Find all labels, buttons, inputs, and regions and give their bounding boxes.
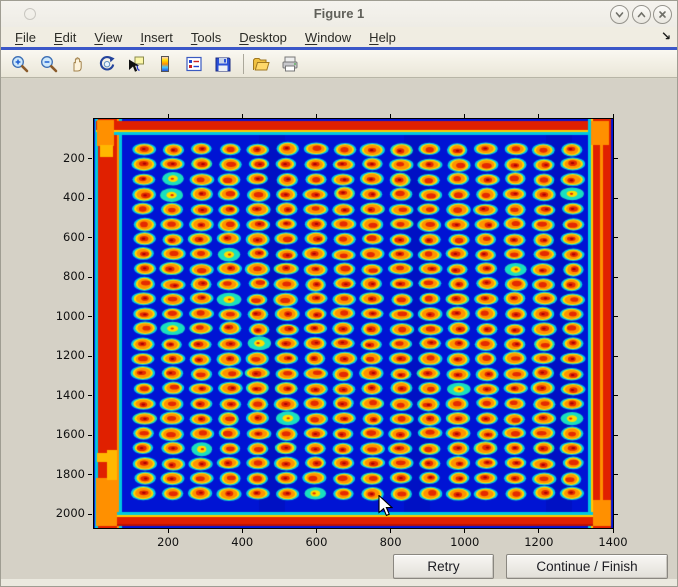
zoom-in-icon[interactable] bbox=[9, 53, 31, 75]
close-icon bbox=[657, 9, 668, 20]
print-icon[interactable] bbox=[279, 53, 301, 75]
axis-tick bbox=[614, 237, 618, 238]
toolbar-separator bbox=[243, 54, 244, 74]
pan-icon[interactable] bbox=[67, 53, 89, 75]
axis-tick bbox=[242, 114, 243, 118]
axis-tick bbox=[88, 277, 92, 278]
dock-figure-icon[interactable]: ↘ bbox=[661, 29, 671, 43]
axis-tick bbox=[316, 114, 317, 118]
close-button[interactable] bbox=[653, 5, 672, 24]
save-icon[interactable] bbox=[212, 53, 234, 75]
axis-tick-label: 1800 bbox=[41, 467, 85, 481]
axis-tick-label: 400 bbox=[224, 535, 260, 549]
axis-tick bbox=[614, 395, 618, 396]
axis-tick bbox=[88, 158, 92, 159]
axis-tick bbox=[614, 277, 618, 278]
window-bottom-edge bbox=[1, 579, 677, 586]
title-bar[interactable]: Figure 1 bbox=[1, 1, 677, 28]
figure-window: Figure 1 File Edit View Insert Tools Des… bbox=[0, 0, 678, 587]
axis-tick bbox=[88, 356, 92, 357]
shade-button[interactable] bbox=[610, 5, 629, 24]
axis-tick bbox=[316, 529, 317, 533]
open-icon[interactable] bbox=[250, 53, 272, 75]
axis-tick bbox=[613, 529, 614, 533]
axis-tick-label: 200 bbox=[150, 535, 186, 549]
axis-tick bbox=[168, 114, 169, 118]
axis-tick-label: 400 bbox=[41, 190, 85, 204]
axis-tick-label: 1200 bbox=[41, 348, 85, 362]
axis-tick bbox=[88, 395, 92, 396]
chevron-down-icon bbox=[614, 9, 625, 20]
axis-tick-label: 200 bbox=[41, 151, 85, 165]
rotate-3d-icon[interactable] bbox=[96, 53, 118, 75]
chevron-up-icon bbox=[636, 9, 647, 20]
axis-tick bbox=[614, 198, 618, 199]
axis-tick bbox=[464, 114, 465, 118]
menu-edit[interactable]: Edit bbox=[45, 29, 85, 46]
axis-tick bbox=[464, 529, 465, 533]
axis-tick bbox=[88, 435, 92, 436]
axis-tick bbox=[614, 514, 618, 515]
axis-tick bbox=[614, 435, 618, 436]
toolbar bbox=[1, 50, 677, 77]
menu-insert[interactable]: Insert bbox=[131, 29, 182, 46]
menu-help[interactable]: Help bbox=[360, 29, 405, 46]
axis-tick bbox=[168, 529, 169, 533]
axis-tick bbox=[88, 474, 92, 475]
axis-tick-label: 1400 bbox=[41, 388, 85, 402]
axis-tick-label: 1200 bbox=[521, 535, 557, 549]
retry-button[interactable]: Retry bbox=[393, 554, 494, 579]
axis-tick bbox=[88, 316, 92, 317]
axis-tick bbox=[390, 114, 391, 118]
insert-legend-icon[interactable] bbox=[183, 53, 205, 75]
menu-window[interactable]: Window bbox=[296, 29, 360, 46]
menu-desktop[interactable]: Desktop bbox=[230, 29, 296, 46]
axis-tick bbox=[88, 514, 92, 515]
maximize-button[interactable] bbox=[632, 5, 651, 24]
colorbar-icon[interactable] bbox=[154, 53, 176, 75]
axis-tick-label: 1000 bbox=[447, 535, 483, 549]
axis-tick-label: 800 bbox=[373, 535, 409, 549]
axis-tick bbox=[614, 356, 618, 357]
menu-view[interactable]: View bbox=[85, 29, 131, 46]
axis-tick-label: 600 bbox=[41, 230, 85, 244]
data-cursor-icon[interactable] bbox=[125, 53, 147, 75]
menu-file[interactable]: File bbox=[6, 29, 45, 46]
zoom-out-icon[interactable] bbox=[38, 53, 60, 75]
scan-image bbox=[94, 119, 613, 528]
axis-tick-label: 800 bbox=[41, 269, 85, 283]
window-title: Figure 1 bbox=[1, 6, 677, 21]
axis-tick bbox=[613, 114, 614, 118]
axis-tick bbox=[614, 158, 618, 159]
axis-tick-label: 600 bbox=[298, 535, 334, 549]
mouse-cursor-icon bbox=[378, 495, 393, 517]
continue-finish-button[interactable]: Continue / Finish bbox=[506, 554, 668, 579]
axis-tick bbox=[88, 237, 92, 238]
axis-tick bbox=[242, 529, 243, 533]
axis-tick-label: 2000 bbox=[41, 506, 85, 520]
axis-tick bbox=[538, 114, 539, 118]
axis-tick bbox=[88, 198, 92, 199]
axis-tick-label: 1000 bbox=[41, 309, 85, 323]
menu-tools[interactable]: Tools bbox=[182, 29, 230, 46]
axis-tick bbox=[614, 474, 618, 475]
axis-tick bbox=[390, 529, 391, 533]
axis-tick-label: 1400 bbox=[595, 535, 631, 549]
menu-bar: File Edit View Insert Tools Desktop Wind… bbox=[1, 27, 677, 47]
axis-tick bbox=[538, 529, 539, 533]
axis-tick-label: 1600 bbox=[41, 427, 85, 441]
axis-tick bbox=[614, 316, 618, 317]
